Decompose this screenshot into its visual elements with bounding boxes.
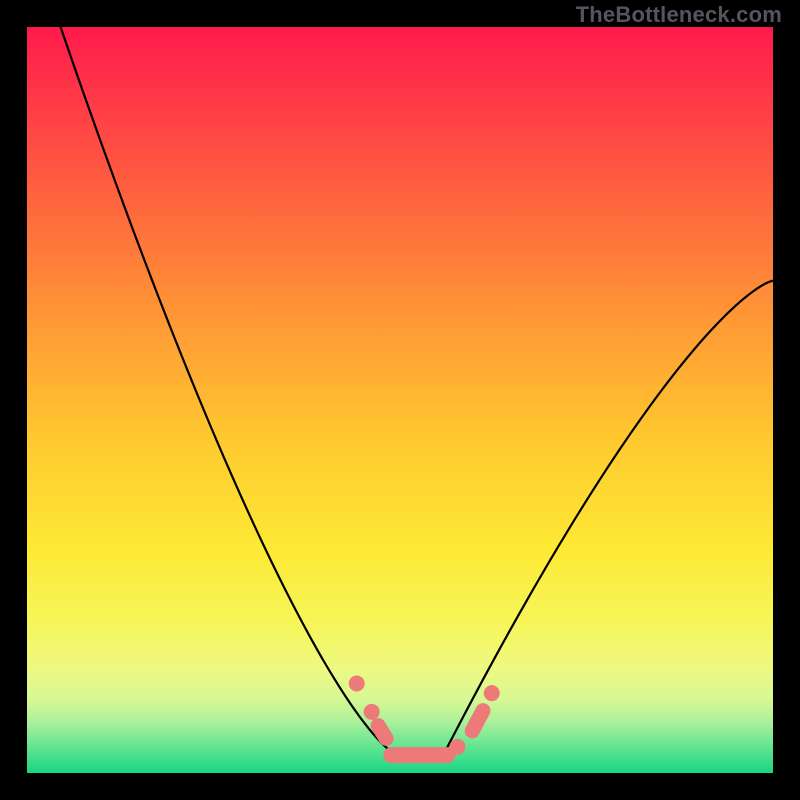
- marker-dot: [349, 675, 365, 691]
- gradient-background: [27, 27, 773, 773]
- bottleneck-curve-chart: [27, 27, 773, 773]
- marker-dot: [449, 739, 465, 755]
- marker-dot: [484, 685, 500, 701]
- marker-dot: [364, 704, 380, 720]
- chart-container: TheBottleneck.com: [0, 0, 800, 800]
- watermark-text: TheBottleneck.com: [576, 2, 782, 28]
- marker-pill: [383, 747, 455, 763]
